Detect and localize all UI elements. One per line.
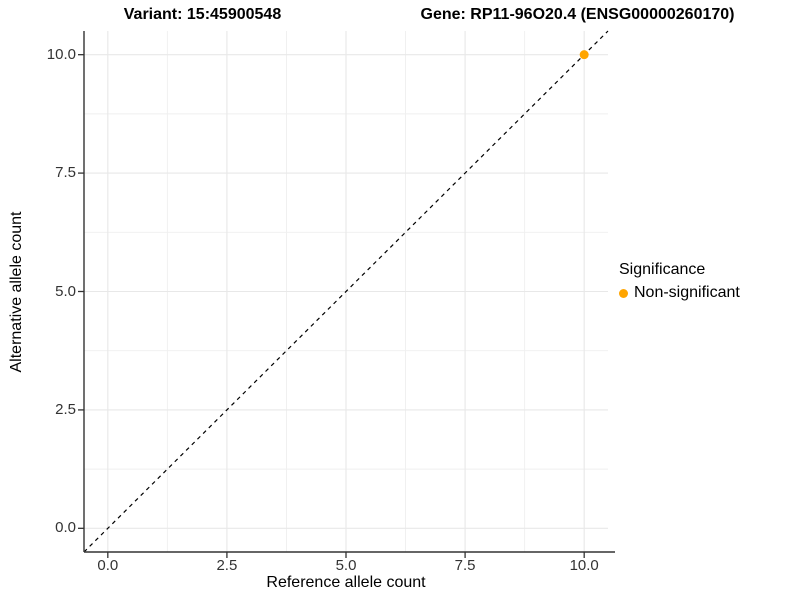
y-axis-title: Alternative allele count [8, 211, 25, 373]
y-tick-label: 5.0 [55, 282, 76, 300]
x-tick-label: 0.0 [97, 557, 119, 574]
variant-title: Variant: 15:45900548 [123, 6, 282, 23]
legend-item-non-significant: Non-significant [619, 284, 740, 302]
gene-title: Gene: RP11-96O20.4 (ENSG00000260170) [420, 6, 735, 23]
legend-point-icon [619, 288, 628, 298]
legend: Significance Non-significant [619, 261, 740, 302]
legend-item-label: Non-significant [634, 284, 740, 301]
y-tick-label: 10.0 [46, 45, 76, 63]
y-tick-label: 0.0 [55, 519, 76, 537]
x-axis-title: Reference allele count [266, 574, 426, 591]
data-point [579, 50, 589, 60]
x-tick-label: 10.0 [569, 557, 599, 574]
identity-dashed-line [83, 30, 609, 553]
x-tick-label: 2.5 [216, 557, 238, 574]
y-tick-label: 2.5 [55, 400, 76, 418]
x-tick-label: 7.5 [454, 557, 476, 574]
legend-title: Significance [619, 261, 706, 278]
y-tick-label: 7.5 [55, 164, 76, 182]
x-tick-label: 5.0 [335, 557, 357, 574]
